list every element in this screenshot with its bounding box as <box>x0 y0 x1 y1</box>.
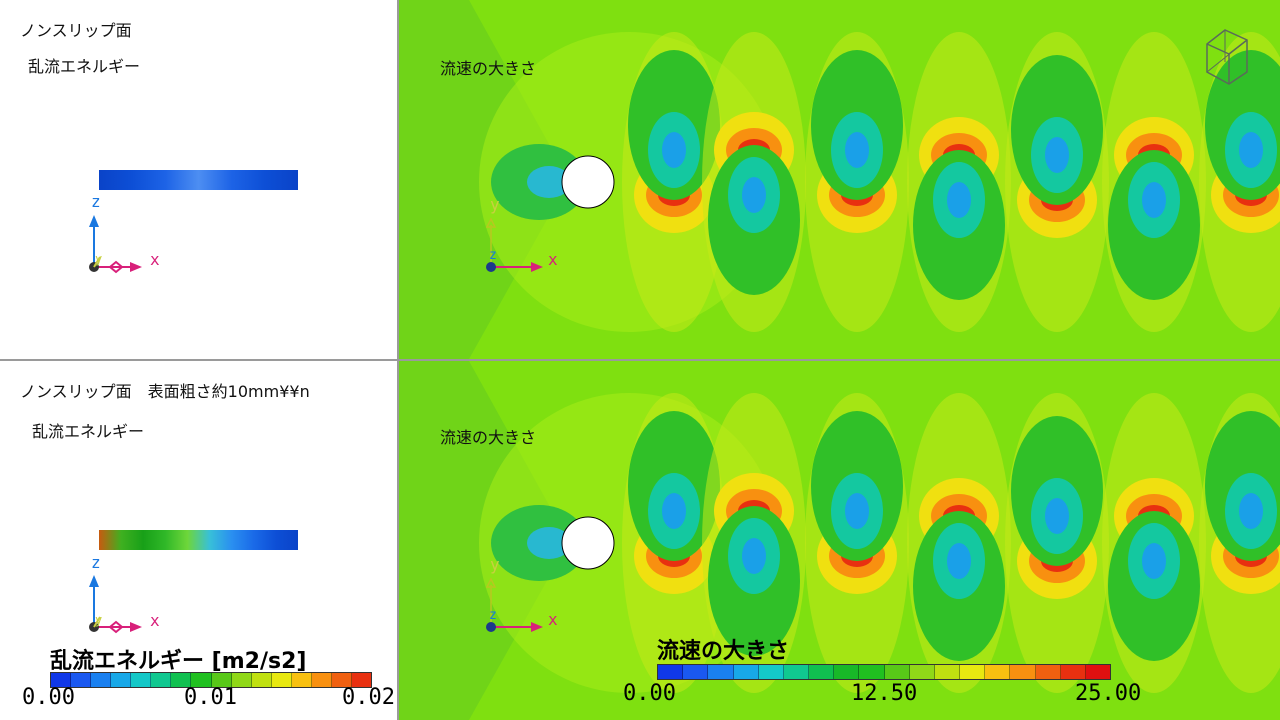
tke-legend-swatch <box>311 673 332 687</box>
velocity-legend-swatch <box>658 665 684 679</box>
axis-triad-icon <box>89 215 142 274</box>
tke-legend-swatch <box>271 673 292 687</box>
axis-y-label: y <box>490 195 500 214</box>
turbulence-energy-label: 乱流エネルギー <box>32 422 145 441</box>
velocity-legend-swatch <box>1060 665 1086 679</box>
turbulence-strip <box>99 170 298 190</box>
vortex-core-inner <box>1142 543 1166 579</box>
vortex-core-inner <box>1239 493 1263 529</box>
tke-legend-tick-max: 0.02 <box>342 685 395 710</box>
vortex-core-inner <box>947 543 971 579</box>
velocity-legend-swatch <box>834 665 860 679</box>
tke-legend-colorbar <box>50 672 372 688</box>
stagnation-core <box>527 166 571 198</box>
velocity-legend-swatch <box>1085 665 1111 679</box>
axis-x-label: x <box>548 610 558 629</box>
bottom-right-flow-panel: 流速の大きさ y z x 流速の大きさ 0.00 12.50 25.00 <box>399 361 1280 720</box>
velocity-legend-swatch <box>809 665 835 679</box>
velocity-legend-swatch <box>985 665 1011 679</box>
axis-triad-icon <box>485 577 543 632</box>
axis-triad-icon <box>485 217 543 272</box>
vortex-core-inner <box>1045 498 1069 534</box>
axis-x-label: x <box>548 250 558 269</box>
axis-y-label: y <box>490 555 500 574</box>
velocity-legend-swatch <box>1010 665 1036 679</box>
velocity-contour-plot <box>399 361 1280 720</box>
top-right-flow-panel: 流速の大きさ y z x <box>399 0 1280 359</box>
turbulence-strip <box>99 530 298 550</box>
velocity-legend-swatch <box>934 665 961 679</box>
axis-y-label: y <box>95 252 103 266</box>
tke-legend-swatch <box>251 673 272 687</box>
tke-legend-swatch <box>211 673 232 687</box>
velocity-legend-swatch <box>909 665 935 679</box>
vortex-core-inner <box>742 177 766 213</box>
tke-legend-swatch <box>71 673 92 687</box>
bottom-left-panel: ノンスリップ面 表面粗さ約10mm¥¥n 乱流エネルギー z x y 乱流エネル… <box>0 361 397 720</box>
vortex-core-inner <box>742 538 766 574</box>
velocity-legend-swatch <box>960 665 986 679</box>
vortex-core-inner <box>1239 132 1263 168</box>
velocity-legend-swatch <box>758 665 784 679</box>
axis-y-label: y <box>95 613 103 627</box>
boundary-condition-label: ノンスリップ面 <box>20 21 132 40</box>
vortex-core-inner <box>1142 182 1166 218</box>
vortex-core-inner <box>1045 137 1069 173</box>
velocity-magnitude-label: 流速の大きさ <box>440 59 537 78</box>
orientation-cube-icon[interactable] <box>1199 26 1255 86</box>
tke-legend-swatch <box>291 673 312 687</box>
tke-legend-swatch <box>171 673 192 687</box>
velocity-legend-swatch <box>884 665 910 679</box>
velocity-legend-tick-min: 0.00 <box>623 681 676 706</box>
velocity-magnitude-label: 流速の大きさ <box>440 428 537 447</box>
tke-legend-swatch <box>51 673 72 687</box>
vortex-core-inner <box>662 493 686 529</box>
velocity-legend-colorbar <box>657 664 1111 680</box>
tke-legend-swatch <box>111 673 132 687</box>
velocity-legend-title: 流速の大きさ <box>657 639 790 664</box>
axis-x-label: x <box>150 611 160 630</box>
cylinder-obstacle <box>561 516 615 570</box>
tke-legend-title: 乱流エネルギー [m2/s2] <box>50 649 307 674</box>
tke-legend-swatch <box>191 673 212 687</box>
velocity-legend-swatch <box>708 665 734 679</box>
velocity-legend-tick-max: 25.00 <box>1075 681 1142 706</box>
panel-divider-horizontal[interactable] <box>0 359 1280 361</box>
tke-legend-swatch <box>231 673 252 687</box>
axis-triad-icon <box>89 575 142 634</box>
vortex-core-inner <box>845 493 869 529</box>
velocity-legend-swatch <box>733 665 759 679</box>
velocity-legend-swatch <box>859 665 885 679</box>
velocity-legend-swatch <box>1035 665 1061 679</box>
velocity-legend-tick-mid: 12.50 <box>851 681 918 706</box>
vortex-core-inner <box>845 132 869 168</box>
boundary-condition-label: ノンスリップ面 表面粗さ約10mm¥¥n <box>20 382 310 401</box>
axis-z-label: z <box>91 192 101 211</box>
axis-z-label: z <box>489 248 497 263</box>
top-left-panel: ノンスリップ面 乱流エネルギー z x y <box>0 0 397 359</box>
tke-legend-swatch <box>131 673 152 687</box>
axis-x-label: x <box>150 250 160 269</box>
vortex-core-inner <box>662 132 686 168</box>
turbulence-energy-label: 乱流エネルギー <box>28 57 141 76</box>
tke-legend-swatch <box>151 673 172 687</box>
vortex-core-inner <box>947 182 971 218</box>
tke-legend-swatch <box>351 673 371 687</box>
tke-legend-swatch <box>91 673 112 687</box>
velocity-legend-swatch <box>683 665 709 679</box>
cylinder-obstacle <box>561 155 615 209</box>
velocity-contour-plot <box>399 0 1280 359</box>
axis-z-label: z <box>91 553 101 572</box>
velocity-legend-swatch <box>783 665 810 679</box>
tke-legend-swatch <box>331 673 352 687</box>
axis-z-label: z <box>489 608 497 623</box>
tke-legend-tick-min: 0.00 <box>22 685 75 710</box>
stagnation-core <box>527 527 571 559</box>
tke-legend-tick-mid: 0.01 <box>184 685 237 710</box>
